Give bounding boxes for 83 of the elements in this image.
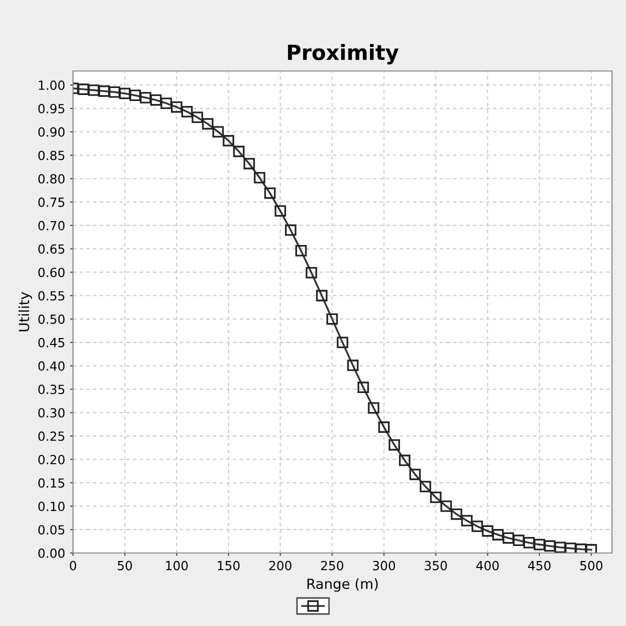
point: [368, 402, 380, 414]
point: [316, 290, 328, 302]
x-tick-label: 50: [118, 560, 132, 570]
y-tick-label: 0.70: [38, 220, 65, 230]
point: [440, 500, 452, 512]
x-tick-label: 250: [321, 560, 344, 570]
y-tick-label: 0.85: [38, 150, 64, 160]
point: [98, 85, 110, 97]
y-tick-label: 1.00: [38, 80, 65, 90]
point: [523, 537, 535, 548]
y-tick-label: 0.30: [38, 408, 65, 418]
point: [233, 146, 245, 158]
point: [274, 205, 286, 217]
point: [119, 88, 131, 100]
x-tick-label: 400: [476, 560, 499, 570]
point: [450, 508, 462, 520]
point: [244, 158, 255, 170]
point: [129, 90, 141, 102]
point: [78, 84, 90, 95]
point: [388, 439, 400, 451]
x-tick-label: 200: [269, 560, 292, 570]
y-tick-label: 0.60: [38, 268, 65, 278]
x-tick-label: 150: [218, 560, 240, 570]
x-tick-label: 500: [580, 560, 602, 570]
point: [192, 112, 204, 124]
point: [378, 421, 390, 433]
point: [347, 360, 359, 372]
y-tick-label: 0.05: [38, 525, 64, 535]
point: [284, 224, 296, 236]
point: [430, 492, 442, 504]
y-tick-label: 0.35: [38, 384, 64, 394]
point: [472, 520, 483, 532]
y-tick-label: 0.00: [38, 548, 65, 558]
x-axis-title: Range (m): [307, 578, 378, 592]
point: [513, 534, 524, 546]
y-tick-label: 0.40: [38, 361, 65, 371]
point: [358, 382, 369, 394]
point: [586, 544, 597, 553]
point: [108, 86, 120, 98]
x-tick-label: 450: [528, 560, 551, 570]
point: [492, 529, 504, 540]
y-tick-label: 0.15: [38, 478, 64, 488]
chart-title: Proximity: [288, 44, 399, 64]
y-tick-label: 0.25: [38, 431, 64, 441]
point: [212, 126, 224, 138]
y-tick-label: 0.10: [38, 502, 65, 512]
y-tick-label: 0.80: [38, 174, 65, 184]
point: [409, 468, 421, 480]
point: [502, 532, 514, 544]
y-axis-title: Utility: [18, 292, 32, 332]
point: [534, 538, 546, 550]
y-tick-label: 0.45: [38, 338, 64, 348]
y-tick-label: 0.95: [38, 104, 64, 114]
y-tick-label: 0.65: [38, 244, 64, 254]
point: [150, 94, 162, 106]
point: [336, 336, 348, 348]
point: [222, 135, 234, 146]
point: [420, 480, 432, 492]
point: [295, 245, 307, 256]
point: [181, 106, 193, 118]
y-tick-label: 0.90: [38, 127, 65, 137]
point: [140, 92, 152, 104]
x-tick-label: 300: [372, 560, 396, 570]
x-tick-label: 0: [70, 560, 76, 570]
point: [170, 101, 182, 113]
point: [544, 540, 556, 552]
point: [264, 187, 276, 199]
point: [326, 313, 338, 325]
point: [461, 515, 473, 526]
point: [254, 172, 266, 184]
x-tick-label: 350: [424, 560, 447, 570]
point: [554, 542, 566, 553]
point: [482, 525, 494, 537]
y-tick-label: 0.55: [38, 291, 64, 301]
point: [160, 98, 172, 109]
y-tick-label: 0.75: [38, 198, 64, 207]
y-tick-label: 0.50: [38, 314, 65, 324]
point: [202, 118, 214, 130]
point: [398, 454, 410, 466]
point: [306, 266, 318, 278]
y-tick-label: 0.20: [38, 454, 65, 464]
x-tick-label: 100: [166, 560, 188, 570]
point: [88, 84, 100, 96]
